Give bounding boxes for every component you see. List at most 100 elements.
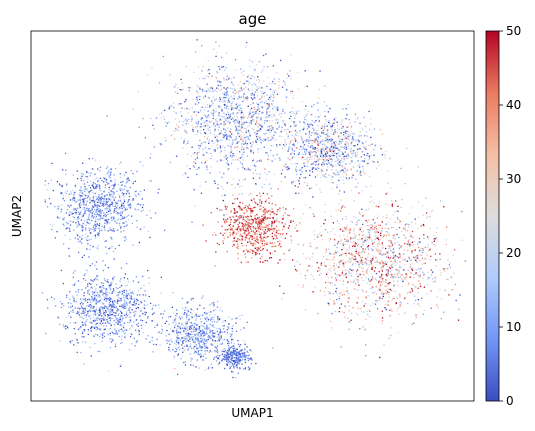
- scatter-point: [242, 122, 244, 124]
- scatter-point: [233, 342, 235, 345]
- scatter-point: [95, 312, 97, 314]
- scatter-point: [295, 168, 297, 171]
- scatter-point: [105, 219, 108, 221]
- scatter-point: [432, 238, 435, 240]
- scatter-point: [295, 124, 297, 126]
- scatter-point: [330, 133, 332, 135]
- scatter-point: [206, 104, 209, 106]
- scatter-point: [354, 121, 356, 123]
- scatter-point: [297, 186, 299, 188]
- scatter-point: [83, 317, 85, 320]
- scatter-point: [59, 323, 61, 325]
- scatter-point: [90, 327, 92, 329]
- scatter-point: [309, 151, 311, 153]
- scatter-point: [153, 343, 155, 346]
- scatter-point: [298, 183, 301, 185]
- scatter-point: [130, 170, 132, 172]
- scatter-point: [121, 212, 123, 214]
- scatter-point: [92, 320, 95, 322]
- scatter-point: [209, 132, 212, 134]
- scatter-point: [79, 196, 81, 198]
- scatter-point: [330, 146, 332, 148]
- scatter-point: [248, 83, 250, 85]
- scatter-point: [108, 209, 111, 211]
- scatter-point: [105, 297, 107, 300]
- scatter-point: [93, 299, 95, 301]
- scatter-point: [304, 109, 306, 111]
- scatter-point: [120, 214, 122, 217]
- scatter-point: [94, 223, 96, 226]
- scatter-point: [307, 161, 309, 163]
- scatter-point: [370, 227, 372, 229]
- scatter-point: [122, 194, 125, 196]
- scatter-point: [110, 318, 112, 320]
- scatter-point: [232, 140, 234, 142]
- scatter-point: [278, 87, 280, 89]
- scatter-point: [111, 292, 113, 295]
- scatter-point: [195, 315, 197, 317]
- scatter-point: [240, 127, 242, 129]
- scatter-point: [354, 242, 356, 244]
- scatter-point: [318, 132, 320, 134]
- scatter-point: [125, 290, 128, 292]
- scatter-point: [347, 261, 349, 263]
- scatter-point: [197, 131, 199, 133]
- scatter-point: [99, 296, 101, 298]
- scatter-point: [311, 132, 313, 134]
- scatter-point: [229, 363, 231, 365]
- scatter-point: [364, 147, 366, 149]
- scatter-point: [200, 330, 202, 332]
- scatter-point: [258, 113, 260, 115]
- scatter-point: [180, 333, 183, 335]
- scatter-point: [127, 181, 129, 183]
- scatter-point: [253, 107, 255, 109]
- scatter-point: [322, 139, 324, 141]
- scatter-point: [381, 227, 383, 230]
- scatter-point: [396, 233, 398, 236]
- scatter-point: [310, 150, 312, 152]
- scatter-point: [304, 85, 306, 88]
- scatter-point: [341, 119, 343, 121]
- scatter-point: [198, 367, 200, 369]
- scatter-point: [319, 114, 322, 116]
- scatter-point: [299, 130, 301, 132]
- scatter-point: [104, 322, 107, 324]
- scatter-point: [103, 313, 105, 315]
- scatter-point: [259, 136, 261, 139]
- scatter-point: [214, 150, 216, 152]
- scatter-point: [209, 129, 211, 131]
- scatter-point: [290, 125, 292, 128]
- scatter-point: [302, 284, 305, 286]
- scatter-point: [231, 81, 233, 84]
- scatter-point: [162, 55, 164, 58]
- scatter-point: [190, 311, 192, 314]
- scatter-point: [217, 354, 219, 357]
- scatter-point: [99, 189, 101, 191]
- scatter-point: [83, 363, 85, 365]
- scatter-point: [214, 119, 216, 121]
- scatter-point: [53, 223, 55, 225]
- scatter-point: [250, 103, 252, 106]
- scatter-point: [105, 246, 107, 248]
- scatter-point: [88, 304, 90, 306]
- scatter-point: [119, 328, 121, 331]
- scatter-point: [180, 103, 182, 105]
- scatter-point: [386, 216, 388, 219]
- scatter-point: [214, 182, 216, 185]
- scatter-point: [339, 162, 341, 164]
- scatter-point: [195, 344, 198, 346]
- scatter-point: [193, 161, 195, 163]
- scatter-point: [228, 136, 230, 138]
- scatter-point: [107, 317, 110, 320]
- scatter-point: [219, 106, 221, 108]
- scatter-point: [215, 55, 217, 57]
- scatter-point: [200, 324, 202, 326]
- scatter-point: [186, 120, 188, 122]
- scatter-point: [382, 237, 384, 239]
- scatter-point: [219, 147, 222, 149]
- scatter-point: [281, 298, 283, 300]
- scatter-point: [88, 289, 91, 291]
- scatter-point: [345, 130, 347, 132]
- scatter-point: [336, 173, 338, 175]
- scatter-point: [196, 328, 198, 330]
